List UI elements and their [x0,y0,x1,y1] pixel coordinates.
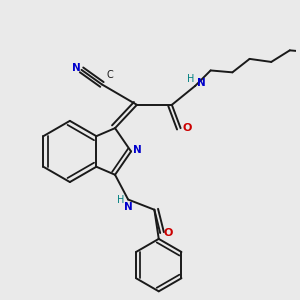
Text: O: O [164,228,173,238]
Text: H: H [117,194,124,205]
Text: N: N [124,202,133,212]
Text: O: O [182,123,192,133]
Text: N: N [72,63,81,74]
Text: H: H [187,74,194,85]
Text: N: N [133,145,142,155]
Text: N: N [196,78,206,88]
Text: C: C [106,70,113,80]
